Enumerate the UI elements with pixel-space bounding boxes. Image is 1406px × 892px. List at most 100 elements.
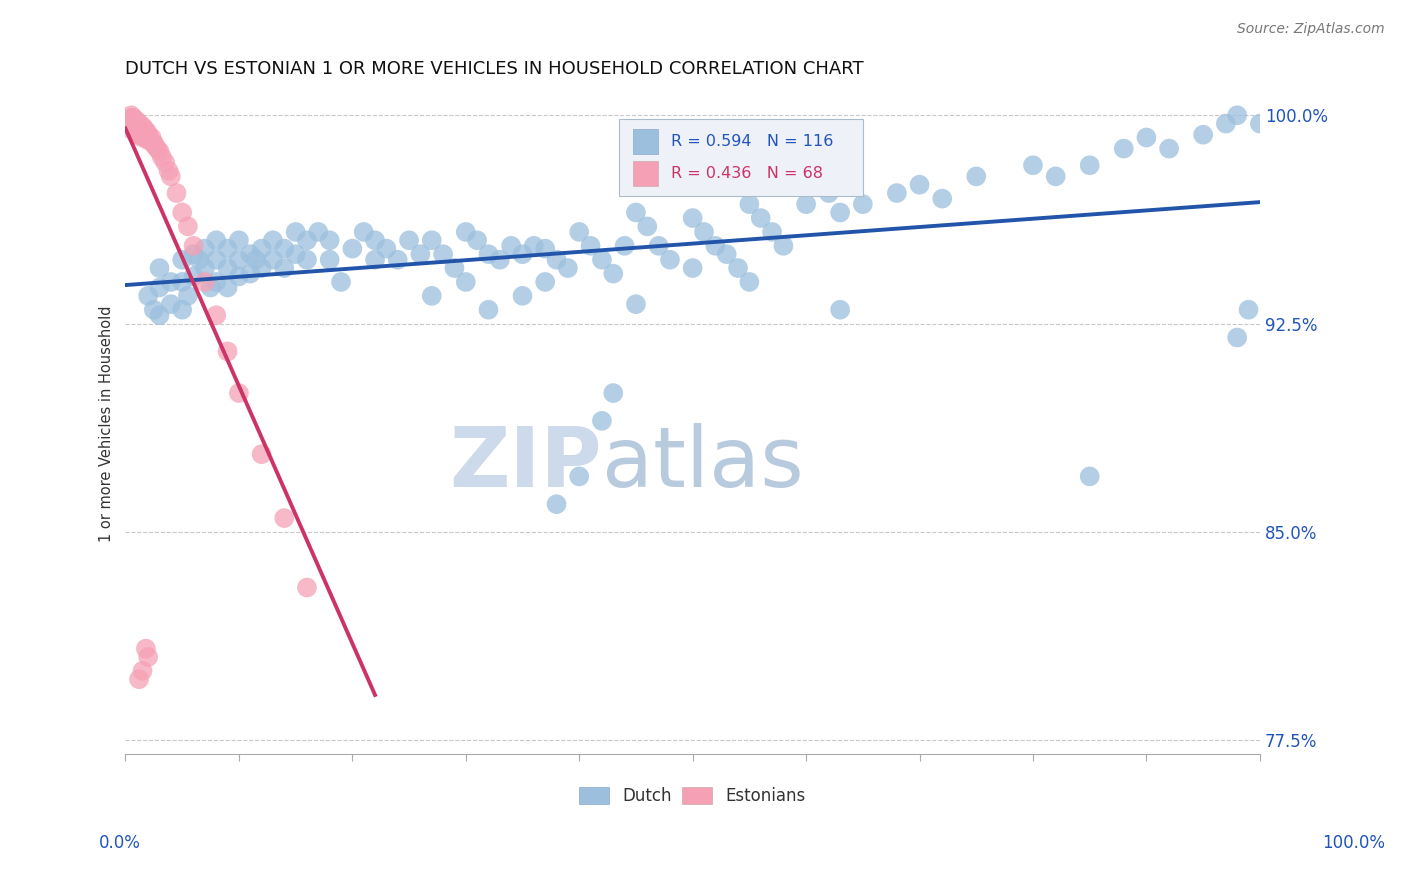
- Point: [128, 122, 150, 136]
- Point: [217, 242, 239, 256]
- Point: [307, 225, 329, 239]
- Point: [443, 261, 465, 276]
- Point: [125, 117, 148, 131]
- Point: [120, 108, 142, 122]
- Point: [398, 233, 420, 247]
- Point: [488, 252, 510, 267]
- Point: [136, 130, 159, 145]
- Point: [134, 122, 156, 136]
- Point: [172, 252, 194, 267]
- Point: [1022, 158, 1045, 172]
- Text: atlas: atlas: [602, 423, 804, 504]
- Point: [135, 641, 157, 656]
- Point: [295, 581, 318, 595]
- Point: [602, 386, 624, 401]
- Point: [420, 233, 443, 247]
- Text: ZIP: ZIP: [450, 423, 602, 504]
- Point: [125, 113, 148, 128]
- Point: [738, 197, 761, 211]
- Point: [136, 125, 159, 139]
- Point: [194, 275, 217, 289]
- Point: [131, 120, 153, 134]
- Point: [131, 130, 153, 145]
- Point: [172, 205, 194, 219]
- Point: [432, 247, 454, 261]
- Point: [647, 239, 669, 253]
- Point: [512, 289, 534, 303]
- Point: [250, 447, 273, 461]
- Point: [273, 261, 295, 276]
- Point: [228, 252, 250, 267]
- Point: [153, 155, 176, 169]
- Point: [128, 117, 150, 131]
- Point: [1226, 108, 1249, 122]
- Point: [420, 289, 443, 303]
- Point: [512, 247, 534, 261]
- Point: [817, 186, 839, 200]
- Point: [122, 120, 145, 134]
- Legend: Dutch, Estonians: Dutch, Estonians: [572, 780, 813, 812]
- Point: [120, 117, 142, 131]
- Point: [143, 138, 166, 153]
- Point: [135, 125, 157, 139]
- Point: [579, 239, 602, 253]
- Point: [142, 302, 165, 317]
- Point: [568, 225, 591, 239]
- Point: [125, 117, 148, 131]
- Point: [738, 275, 761, 289]
- Point: [761, 225, 783, 239]
- Point: [177, 289, 200, 303]
- Point: [183, 247, 205, 261]
- Point: [454, 275, 477, 289]
- Point: [908, 178, 931, 192]
- Point: [127, 122, 149, 136]
- Point: [166, 186, 188, 200]
- Point: [387, 252, 409, 267]
- Point: [624, 297, 647, 311]
- Point: [295, 233, 318, 247]
- Point: [330, 275, 353, 289]
- Point: [131, 120, 153, 134]
- Point: [546, 252, 568, 267]
- Point: [794, 197, 817, 211]
- Point: [568, 469, 591, 483]
- Point: [120, 113, 142, 128]
- Point: [228, 233, 250, 247]
- Point: [205, 275, 228, 289]
- Text: 0.0%: 0.0%: [98, 834, 141, 852]
- Point: [160, 297, 183, 311]
- Point: [138, 130, 160, 145]
- Point: [465, 233, 488, 247]
- Point: [591, 252, 613, 267]
- Point: [239, 267, 262, 281]
- Point: [501, 239, 523, 253]
- Point: [1078, 158, 1101, 172]
- Point: [217, 344, 239, 359]
- Point: [148, 308, 170, 322]
- FancyBboxPatch shape: [633, 161, 658, 186]
- Point: [183, 239, 205, 253]
- Point: [146, 142, 169, 156]
- Point: [682, 261, 704, 276]
- Point: [205, 252, 228, 267]
- Point: [148, 261, 170, 276]
- Point: [284, 247, 307, 261]
- Point: [135, 130, 157, 145]
- Point: [284, 225, 307, 239]
- Point: [546, 497, 568, 511]
- Point: [659, 252, 682, 267]
- Point: [132, 128, 155, 142]
- Point: [295, 252, 318, 267]
- Point: [250, 261, 273, 276]
- Point: [1226, 330, 1249, 344]
- Point: [177, 219, 200, 234]
- Point: [1045, 169, 1067, 184]
- Point: [148, 145, 170, 159]
- Point: [136, 128, 159, 142]
- Point: [121, 111, 143, 125]
- Point: [205, 308, 228, 322]
- Point: [131, 125, 153, 139]
- Point: [122, 117, 145, 131]
- Point: [353, 225, 375, 239]
- Point: [772, 239, 794, 253]
